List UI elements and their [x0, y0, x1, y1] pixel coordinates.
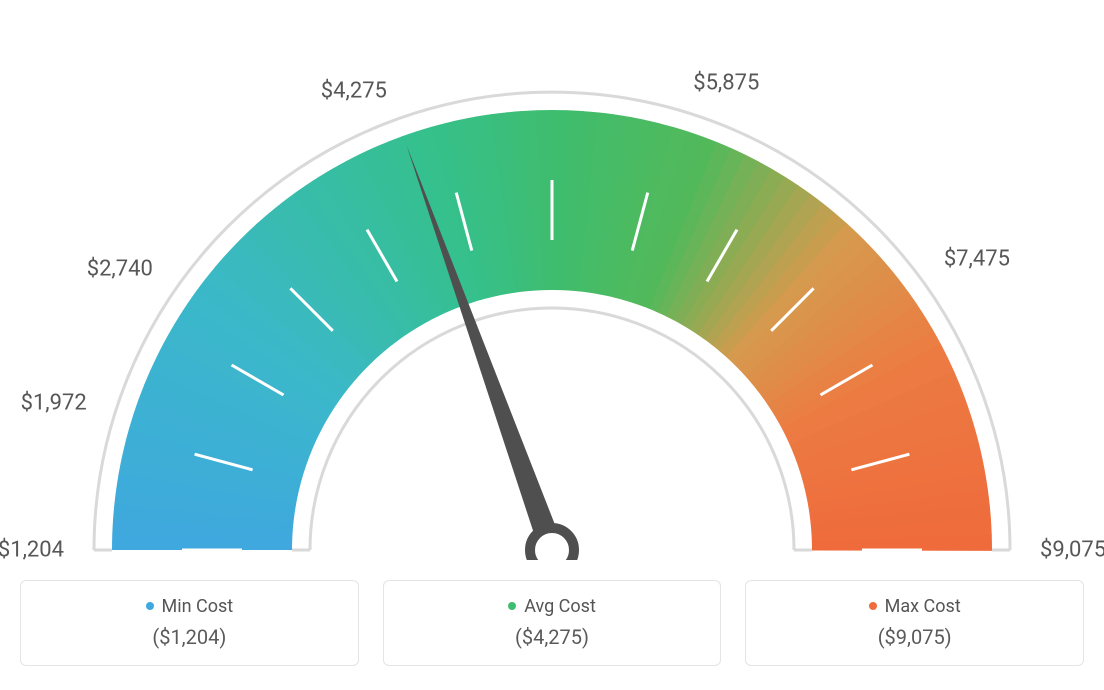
legend-card-min: Min Cost ($1,204): [20, 580, 359, 666]
legend-card-max: Max Cost ($9,075): [745, 580, 1084, 666]
legend-row: Min Cost ($1,204) Avg Cost ($4,275) Max …: [20, 580, 1084, 666]
gauge-tick-label: $5,875: [693, 70, 759, 95]
gauge-tick-label: $7,475: [944, 247, 1010, 272]
legend-dot-min: [146, 602, 154, 610]
gauge-svg: [20, 20, 1084, 560]
gauge-tick-label: $1,204: [0, 538, 64, 563]
gauge-tick-label: $1,972: [21, 390, 87, 415]
legend-title-min: Min Cost: [146, 596, 234, 617]
legend-dot-avg: [508, 602, 516, 610]
gauge-tick-label: $9,075: [1040, 538, 1104, 563]
gauge-tick-label: $2,740: [87, 257, 153, 282]
cost-gauge-chart: $1,204$1,972$2,740$4,275$5,875$7,475$9,0…: [20, 20, 1084, 666]
legend-label-max: Max Cost: [885, 596, 961, 617]
gauge-area: $1,204$1,972$2,740$4,275$5,875$7,475$9,0…: [20, 20, 1084, 560]
legend-title-max: Max Cost: [869, 596, 961, 617]
legend-value-min: ($1,204): [21, 625, 358, 649]
gauge-tick-label: $4,275: [321, 78, 387, 103]
legend-label-min: Min Cost: [162, 596, 234, 617]
legend-dot-max: [869, 602, 877, 610]
legend-title-avg: Avg Cost: [508, 596, 596, 617]
legend-value-max: ($9,075): [746, 625, 1083, 649]
legend-value-avg: ($4,275): [384, 625, 721, 649]
legend-card-avg: Avg Cost ($4,275): [383, 580, 722, 666]
legend-label-avg: Avg Cost: [524, 596, 596, 617]
